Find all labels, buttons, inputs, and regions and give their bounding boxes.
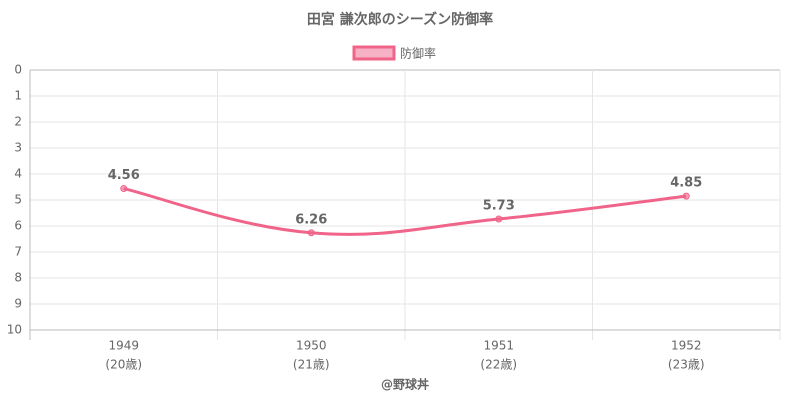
y-tick-label: 7	[14, 245, 22, 259]
x-tick-sublabel: (22歳)	[480, 358, 517, 372]
y-tick-label: 2	[14, 115, 22, 129]
x-tick-label: 1951	[483, 339, 514, 353]
y-tick-label: 0	[14, 63, 22, 77]
point	[307, 229, 315, 237]
legend-swatch[interactable]	[352, 45, 396, 61]
x-axis-label: @野球丼	[381, 377, 429, 392]
y-tick-label: 3	[14, 141, 22, 155]
chart-title: 田宮 謙次郎のシーズン防御率	[307, 11, 493, 28]
y-tick-label: 8	[14, 271, 22, 285]
point	[682, 192, 690, 200]
y-tick-label: 4	[14, 167, 22, 181]
y-tick-label: 5	[14, 193, 22, 207]
x-tick-label: 1949	[108, 339, 139, 353]
x-tick-label: 1952	[671, 339, 702, 353]
y-tick-label: 6	[14, 219, 22, 233]
data-label: 4.56	[108, 168, 140, 183]
x-tick-sublabel: (20歳)	[105, 358, 142, 372]
data-label: 5.73	[483, 198, 515, 213]
point	[120, 185, 128, 193]
legend-label: 防御率	[400, 46, 436, 61]
point	[495, 215, 503, 223]
data-label: 4.85	[670, 176, 702, 191]
x-tick-sublabel: (23歳)	[668, 358, 705, 372]
x-tick-sublabel: (21歳)	[293, 358, 330, 372]
x-tick-label: 1950	[296, 339, 327, 353]
data-label: 6.26	[295, 212, 327, 227]
y-tick-label: 1	[14, 89, 22, 103]
y-tick-label: 9	[14, 297, 22, 311]
y-tick-label: 10	[7, 323, 22, 337]
line	[123, 187, 687, 236]
